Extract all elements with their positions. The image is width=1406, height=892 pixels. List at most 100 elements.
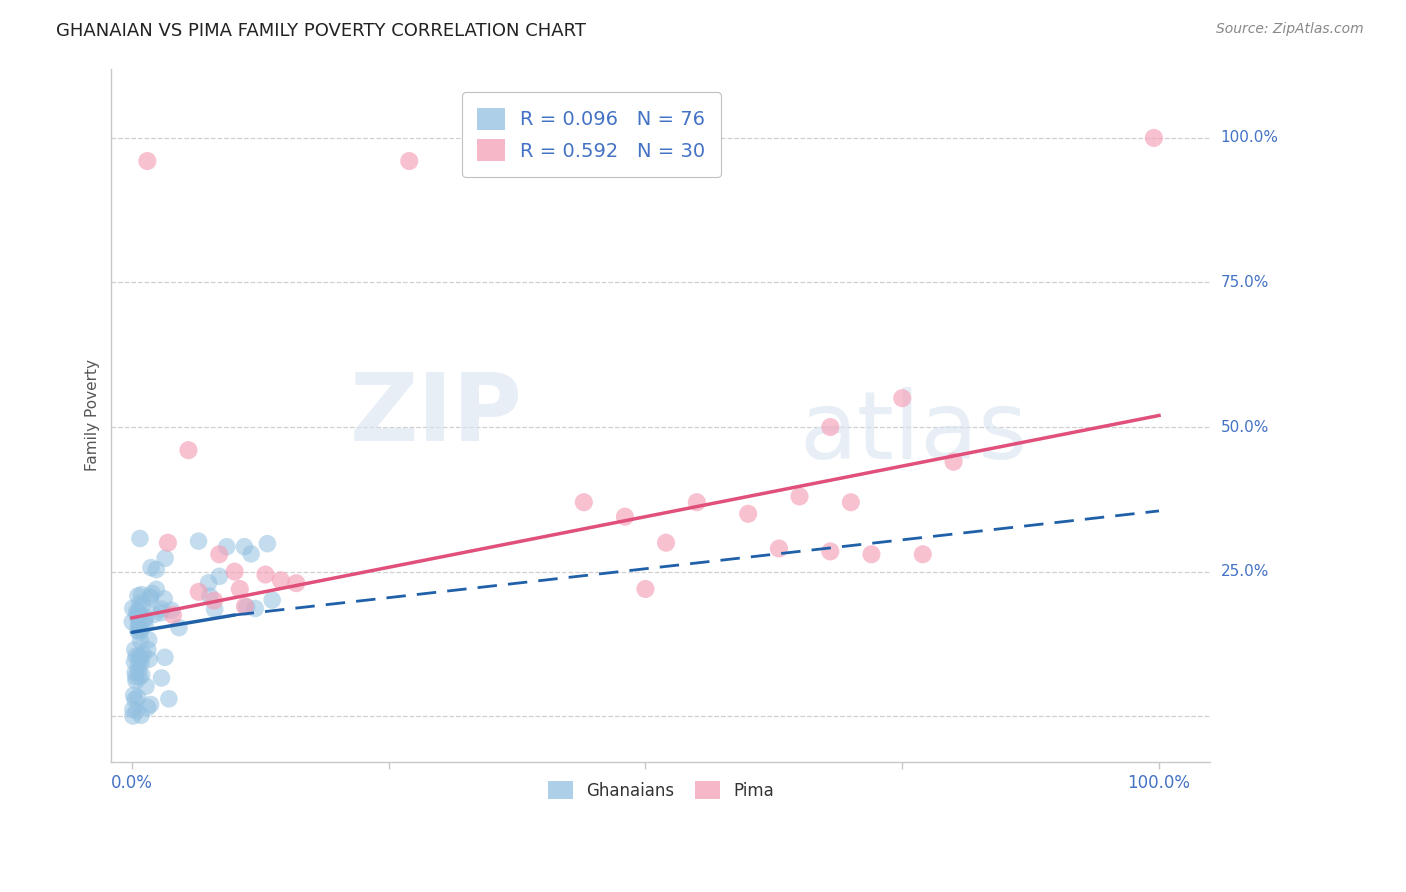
Point — [121, 601, 143, 615]
Point — [139, 698, 162, 712]
Point — [128, 619, 150, 633]
Point — [127, 624, 149, 638]
Point — [122, 702, 145, 716]
Point — [125, 649, 148, 664]
Point — [129, 532, 152, 546]
Point — [270, 574, 292, 588]
Point — [197, 575, 219, 590]
Point — [198, 589, 221, 603]
Point — [127, 607, 149, 622]
Point — [131, 598, 153, 612]
Point — [128, 648, 150, 663]
Point — [131, 588, 153, 602]
Legend: Ghanaians, Pima: Ghanaians, Pima — [541, 774, 780, 806]
Point — [167, 621, 190, 635]
Point — [135, 610, 157, 624]
Point — [229, 582, 252, 596]
Point — [160, 603, 183, 617]
Point — [143, 607, 166, 622]
Point — [187, 534, 209, 549]
Text: 50.0%: 50.0% — [1220, 419, 1270, 434]
Point — [136, 642, 159, 657]
Point — [136, 154, 159, 169]
Point — [136, 700, 159, 714]
Point — [208, 547, 231, 561]
Point — [942, 455, 965, 469]
Point — [655, 535, 678, 549]
Point — [145, 563, 167, 577]
Point — [134, 618, 156, 632]
Point — [129, 650, 152, 665]
Point — [122, 688, 145, 702]
Point — [572, 495, 595, 509]
Y-axis label: Family Poverty: Family Poverty — [86, 359, 100, 472]
Point — [125, 704, 148, 718]
Point — [139, 590, 162, 604]
Point — [138, 652, 160, 666]
Text: ZIP: ZIP — [349, 369, 522, 461]
Point — [398, 154, 420, 169]
Point — [125, 604, 148, 618]
Point — [204, 602, 226, 616]
Point — [1143, 131, 1166, 145]
Text: 100.0%: 100.0% — [1220, 130, 1278, 145]
Point — [135, 679, 157, 693]
Point — [613, 509, 636, 524]
Point — [233, 540, 256, 554]
Point — [127, 690, 149, 705]
Text: Source: ZipAtlas.com: Source: ZipAtlas.com — [1216, 22, 1364, 37]
Point — [177, 443, 200, 458]
Text: atlas: atlas — [800, 387, 1028, 479]
Point — [138, 632, 160, 647]
Point — [224, 565, 246, 579]
Point — [820, 544, 842, 558]
Point — [132, 648, 155, 662]
Point — [634, 582, 657, 596]
Point — [839, 495, 862, 509]
Point — [150, 602, 173, 616]
Point — [150, 606, 173, 620]
Point — [256, 536, 278, 550]
Point — [128, 616, 150, 631]
Point — [789, 490, 811, 504]
Point — [129, 623, 152, 637]
Point — [240, 547, 263, 561]
Point — [124, 655, 146, 669]
Point — [157, 691, 180, 706]
Point — [262, 593, 284, 607]
Point — [208, 569, 231, 583]
Point — [127, 610, 149, 624]
Point — [187, 585, 209, 599]
Point — [127, 589, 149, 603]
Point — [153, 551, 176, 566]
Point — [285, 576, 308, 591]
Point — [128, 625, 150, 640]
Point — [202, 593, 225, 607]
Point — [820, 420, 842, 434]
Point — [139, 560, 162, 574]
Point — [737, 507, 759, 521]
Point — [128, 670, 150, 684]
Point — [891, 391, 914, 405]
Text: GHANAIAN VS PIMA FAMILY POVERTY CORRELATION CHART: GHANAIAN VS PIMA FAMILY POVERTY CORRELAT… — [56, 22, 586, 40]
Text: 25.0%: 25.0% — [1220, 564, 1270, 579]
Point — [134, 612, 156, 626]
Point — [121, 615, 143, 629]
Point — [125, 673, 148, 688]
Point — [254, 567, 277, 582]
Point — [233, 599, 256, 614]
Point — [150, 671, 173, 685]
Point — [124, 642, 146, 657]
Point — [860, 547, 883, 561]
Point — [235, 599, 257, 614]
Point — [124, 692, 146, 706]
Point — [768, 541, 790, 556]
Point — [141, 586, 163, 600]
Point — [129, 657, 152, 671]
Point — [162, 607, 184, 622]
Point — [128, 664, 150, 678]
Point — [122, 709, 145, 723]
Point — [215, 540, 238, 554]
Point — [153, 591, 176, 606]
Point — [129, 596, 152, 610]
